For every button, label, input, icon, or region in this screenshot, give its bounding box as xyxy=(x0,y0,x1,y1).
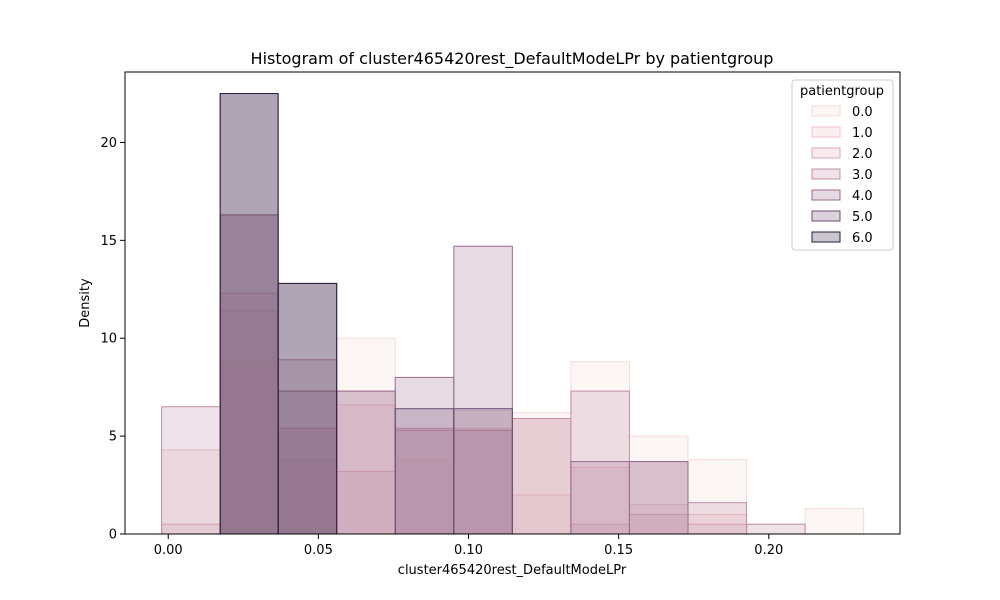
histogram-bar xyxy=(511,412,572,535)
legend-swatch xyxy=(811,210,841,222)
legend-label: 5.0 xyxy=(852,210,873,225)
legend-swatch xyxy=(811,189,841,201)
legend-swatch xyxy=(811,126,841,138)
legend-items: 0.0 1.0 2.0 3.0 4.0 5.0 6.0 xyxy=(811,105,873,246)
histogram-bar xyxy=(453,408,513,535)
legend-title: patientgroup xyxy=(800,84,884,99)
histogram-bar xyxy=(628,461,689,535)
histogram-bar xyxy=(687,502,748,535)
histogram-bar xyxy=(277,390,338,535)
histogram-bar xyxy=(804,508,865,535)
y-tick-label: 20 xyxy=(100,136,117,151)
plot-frame xyxy=(124,71,901,535)
histogram-bar xyxy=(161,406,221,535)
legend-label: 2.0 xyxy=(852,147,873,162)
x-tick-label: 0.05 xyxy=(304,543,333,558)
x-tick-label: 0.20 xyxy=(754,543,783,558)
histogram-bar xyxy=(336,404,396,535)
legend: patientgroup 0.0 1.0 2.0 3.0 4.0 5.0 6.0 xyxy=(791,79,894,251)
y-axis-label: Density xyxy=(78,278,93,328)
histogram-bar xyxy=(219,361,279,535)
histogram-bar xyxy=(746,523,806,535)
y-tick-label: 5 xyxy=(109,430,117,445)
y-tick-label: 10 xyxy=(100,332,117,347)
histogram-bar xyxy=(453,410,513,535)
histogram-bar xyxy=(453,245,513,535)
x-axis: 0.00 0.05 0.10 0.15 0.20 xyxy=(154,534,783,558)
x-tick-label: 0.10 xyxy=(454,543,483,558)
histogram-bar xyxy=(453,429,513,535)
x-tick-label: 0.00 xyxy=(154,543,183,558)
histogram-bar xyxy=(161,449,221,535)
histogram-bar xyxy=(336,337,396,535)
legend-label: 1.0 xyxy=(852,126,873,141)
bars-layer xyxy=(161,93,865,535)
histogram-bar xyxy=(277,427,338,535)
y-tick-label: 0 xyxy=(109,528,117,543)
histogram-bar xyxy=(336,390,396,535)
legend-frame xyxy=(791,79,894,251)
histogram-bar xyxy=(219,292,279,535)
legend-swatch xyxy=(811,231,841,243)
legend-swatch xyxy=(811,168,841,180)
legend-swatch xyxy=(811,105,841,117)
y-axis: 0 5 10 15 20 xyxy=(100,136,125,543)
legend-label: 4.0 xyxy=(852,189,873,204)
histogram-bar xyxy=(219,93,279,535)
legend-label: 0.0 xyxy=(852,105,873,120)
histogram-bar xyxy=(511,418,572,535)
histogram-bar xyxy=(277,427,338,535)
histogram-bar xyxy=(394,427,455,535)
histogram-bar xyxy=(511,418,572,535)
x-tick-label: 0.15 xyxy=(604,543,633,558)
legend-label: 3.0 xyxy=(852,168,873,183)
histogram-bar xyxy=(570,461,630,535)
histogram-bar xyxy=(219,93,279,535)
legend-swatch xyxy=(811,147,841,159)
histogram-bar xyxy=(277,459,338,535)
histogram-bar xyxy=(394,459,455,535)
chart-title: Histogram of cluster465420rest_DefaultMo… xyxy=(251,49,774,69)
histogram-bar xyxy=(394,408,455,535)
histogram-bar xyxy=(277,282,338,535)
legend-label: 6.0 xyxy=(852,231,873,246)
x-axis-label: cluster465420rest_DefaultModeLPr xyxy=(398,563,627,578)
y-tick-label: 15 xyxy=(100,234,117,249)
